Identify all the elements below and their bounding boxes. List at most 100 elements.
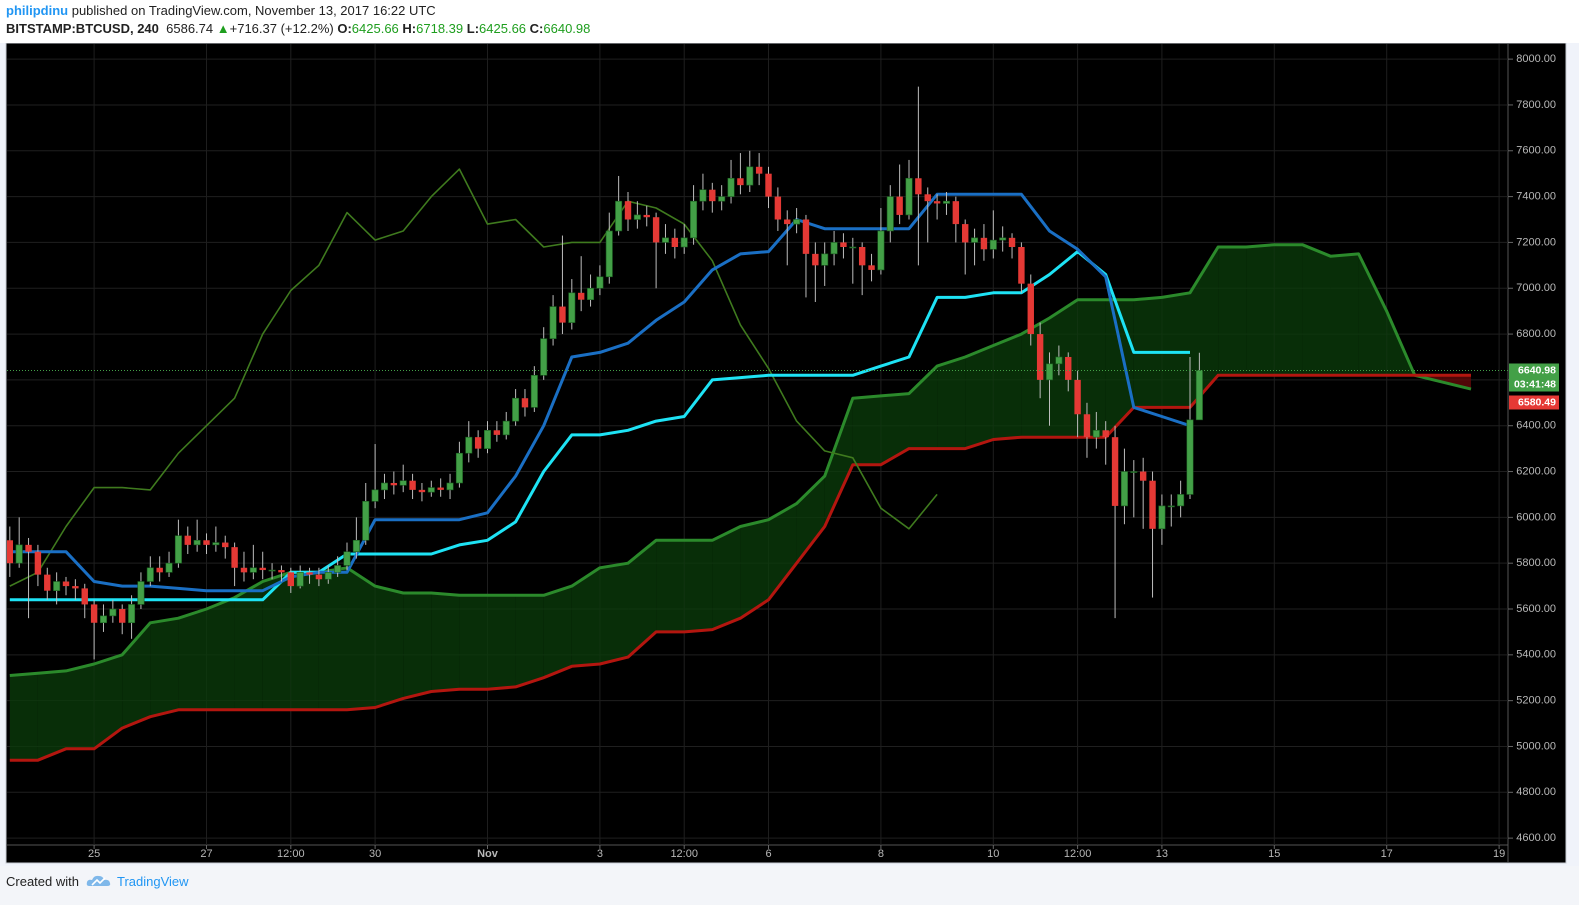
candle-body	[624, 201, 632, 220]
cloud-fill	[852, 395, 881, 465]
author-link[interactable]: philipdinu	[6, 3, 69, 18]
candle-body	[905, 177, 913, 216]
candle-body	[278, 570, 285, 573]
y-tick-label: 5000.00	[1516, 740, 1556, 752]
candle-body	[7, 540, 14, 564]
cloud-fill	[150, 618, 179, 717]
candle-body	[1027, 283, 1034, 335]
y-tick-label: 5800.00	[1516, 557, 1556, 569]
cloud-fill	[628, 540, 657, 658]
candle-body	[437, 487, 444, 490]
created-with: Created with	[6, 874, 79, 889]
candle-body	[999, 237, 1007, 241]
span-a-line	[9, 243, 1472, 677]
last-price: 6586.74	[166, 21, 214, 36]
candle-body	[72, 586, 79, 589]
candle-body	[119, 609, 126, 623]
candle-body	[540, 338, 548, 376]
candle-body	[1008, 237, 1016, 247]
candle-body	[512, 397, 520, 422]
candle-body	[1149, 480, 1156, 529]
candle-body	[362, 501, 370, 541]
high-label: H:	[402, 21, 417, 36]
candle-body	[399, 480, 407, 486]
candle-body	[287, 572, 295, 587]
cloud-fill	[262, 572, 291, 710]
cloud-fill	[1330, 253, 1359, 376]
kijun-line	[9, 192, 1191, 593]
candle-body	[942, 200, 950, 204]
candle-body	[737, 178, 744, 186]
candle-body	[446, 482, 454, 491]
cloud-fill	[824, 398, 853, 527]
candle-body	[390, 482, 398, 486]
low-value: 6425.66	[479, 21, 527, 36]
candle-body	[765, 173, 772, 197]
cloud-fill	[1021, 318, 1050, 438]
y-tick-label: 5200.00	[1516, 695, 1556, 707]
cloud-fill	[571, 567, 600, 667]
publish-line: philipdinu published on TradingView.com,…	[6, 3, 436, 18]
candle-body	[1120, 471, 1128, 507]
cloud-fill	[9, 673, 38, 761]
candle-body	[596, 276, 604, 289]
candle-body	[240, 567, 248, 573]
x-tick-label: 12:00	[277, 848, 305, 860]
y-tick-label: 4800.00	[1516, 786, 1556, 798]
candle-body	[334, 565, 342, 573]
candle-body	[615, 200, 623, 232]
candle-body	[1139, 471, 1147, 481]
cloud-fill	[178, 609, 207, 710]
y-tick-label: 5600.00	[1516, 603, 1556, 615]
y-tick-label: 7800.00	[1516, 99, 1556, 111]
candle-body	[465, 436, 473, 454]
candle-body	[409, 480, 416, 490]
candle-body	[1074, 379, 1081, 415]
change: +716.37 (+12.2%)	[229, 21, 334, 36]
candle-body	[44, 574, 51, 591]
candle-body	[418, 489, 426, 493]
cloud-fill	[1302, 244, 1331, 376]
candle-body	[1102, 430, 1109, 438]
candle-body	[877, 230, 885, 271]
candle-body	[896, 196, 903, 215]
candle-body	[858, 246, 866, 266]
candle-body	[830, 242, 838, 255]
candle-body	[727, 177, 735, 197]
y-tick-label: 4600.00	[1516, 832, 1556, 844]
plot	[7, 86, 1472, 762]
change-arrow: ▲	[216, 21, 230, 36]
x-tick-label: 6	[765, 848, 771, 860]
cloud-fill	[599, 563, 629, 664]
x-tick-label: 15	[1268, 848, 1280, 860]
candle-body	[559, 306, 566, 323]
y-tick-label: 6800.00	[1516, 328, 1556, 340]
candle-body	[184, 535, 191, 545]
open-label: O:	[337, 21, 352, 36]
cloud-fill	[1049, 299, 1078, 438]
candle-body	[371, 489, 379, 502]
candle-body	[718, 196, 726, 202]
open-value: 6425.66	[351, 21, 399, 36]
brand-link[interactable]: TradingView	[117, 874, 189, 889]
cloud-fill	[656, 540, 685, 632]
candle-body	[802, 219, 810, 254]
brand-logo[interactable]	[86, 873, 112, 889]
candle-body	[568, 292, 576, 323]
candle-body	[1083, 414, 1091, 438]
candle-body	[1018, 246, 1025, 284]
red-badge-label: 6580.49	[1518, 396, 1556, 408]
x-tick-label: 12:00	[670, 848, 698, 860]
candle-body	[980, 237, 988, 250]
candle-body	[643, 214, 650, 218]
cloud-fill	[487, 595, 516, 690]
cloud-fill	[1274, 244, 1303, 376]
cloud-fill	[206, 597, 235, 710]
cloud-fill	[880, 393, 910, 465]
candle-body	[671, 237, 679, 247]
candle-body	[680, 237, 688, 248]
candle-body	[90, 604, 98, 623]
candle-body	[156, 567, 163, 573]
x-tick-label: 8	[878, 848, 884, 860]
